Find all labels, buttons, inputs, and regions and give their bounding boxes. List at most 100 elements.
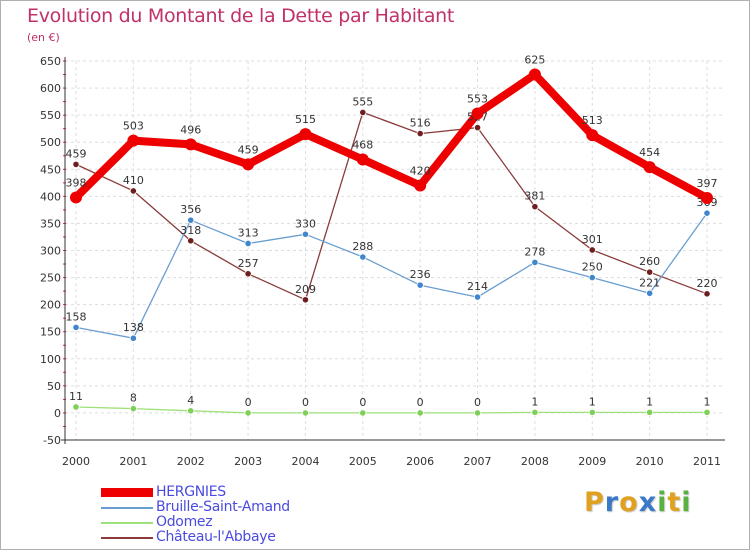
data-label: 8 — [130, 392, 137, 405]
y-tick-label: 0 — [54, 407, 61, 420]
data-label: 1 — [589, 395, 596, 408]
data-point — [528, 68, 541, 81]
data-point — [646, 268, 654, 276]
data-point — [703, 209, 711, 217]
data-point — [301, 409, 310, 417]
data-label: 625 — [524, 54, 545, 67]
logo-letter: i — [681, 487, 692, 518]
data-label: 313 — [238, 226, 259, 239]
data-label: 318 — [180, 224, 201, 237]
data-label: 221 — [639, 276, 660, 289]
legend-item: Odomez — [101, 515, 290, 530]
data-label: 1 — [646, 395, 653, 408]
y-tick-label: 550 — [40, 109, 61, 122]
data-point — [301, 230, 310, 238]
data-label: 398 — [66, 176, 87, 189]
data-label: 459 — [66, 147, 87, 160]
data-label: 516 — [410, 117, 431, 130]
data-label: 138 — [123, 321, 144, 334]
y-tick-label: 500 — [40, 136, 61, 149]
series-line — [75, 212, 708, 339]
data-label: 288 — [352, 240, 373, 253]
data-point — [473, 409, 482, 417]
data-point — [646, 408, 654, 416]
y-tick-label: 400 — [40, 190, 61, 203]
data-label: 4 — [187, 394, 194, 407]
data-label: 513 — [582, 114, 603, 127]
data-label: 515 — [295, 113, 316, 126]
x-tick-label: 2001 — [119, 455, 147, 468]
data-label: 496 — [180, 123, 201, 136]
data-label: 214 — [467, 280, 488, 293]
data-point — [703, 290, 711, 298]
y-tick-label: -50 — [43, 434, 61, 447]
legend-swatch — [101, 488, 153, 497]
data-point — [72, 323, 80, 331]
data-label: 0 — [417, 396, 424, 409]
legend-label: HERGNIES — [156, 484, 226, 500]
data-label: 420 — [410, 165, 431, 178]
legend-item: HERGNIES — [101, 485, 290, 500]
data-point — [359, 253, 367, 261]
logo-letter: t — [667, 487, 682, 518]
logo-letter: x — [638, 487, 658, 518]
logo-letter: i — [657, 487, 668, 518]
data-point — [531, 258, 539, 267]
data-label: 257 — [238, 257, 259, 270]
data-point — [356, 153, 369, 166]
y-tick-label: 350 — [40, 217, 61, 230]
data-point — [127, 134, 140, 147]
y-tick-label: 200 — [40, 299, 61, 312]
data-point — [187, 237, 195, 245]
y-tick-label: 650 — [40, 55, 61, 68]
data-point — [72, 160, 80, 169]
data-point — [299, 128, 312, 141]
data-label: 0 — [302, 396, 309, 409]
data-point — [244, 239, 252, 248]
legend-swatch — [101, 506, 153, 509]
proxiti-logo: Proxiti — [584, 487, 692, 518]
data-point — [242, 158, 255, 171]
x-tick-label: 2002 — [177, 455, 205, 468]
data-label: 220 — [697, 277, 718, 290]
data-point — [416, 129, 424, 138]
data-point — [531, 408, 539, 416]
series-line — [72, 70, 711, 202]
data-point — [473, 123, 482, 132]
chart-title: Evolution du Montant de la Dette par Hab… — [27, 5, 455, 27]
x-tick-label: 2003 — [234, 455, 262, 468]
data-point — [359, 409, 367, 417]
data-point — [129, 187, 137, 195]
y-tick-label: 250 — [40, 272, 61, 285]
data-point — [586, 129, 599, 142]
legend-swatch — [101, 536, 153, 539]
data-label: 397 — [697, 177, 718, 190]
data-point — [471, 107, 484, 120]
y-tick-label: 100 — [40, 353, 61, 366]
data-label: 553 — [467, 93, 488, 106]
data-label: 11 — [69, 390, 83, 403]
data-label: 250 — [582, 261, 603, 274]
x-tick-label: 2007 — [464, 455, 492, 468]
data-label: 381 — [524, 190, 545, 203]
data-label: 330 — [295, 217, 316, 230]
data-label: 0 — [359, 396, 366, 409]
data-label: 555 — [352, 95, 373, 108]
data-label: 459 — [238, 143, 259, 156]
logo-letter: P — [584, 487, 605, 518]
data-point — [187, 407, 195, 415]
data-point — [184, 138, 197, 151]
x-tick-label: 2006 — [406, 455, 434, 468]
data-label: 1 — [531, 395, 538, 408]
data-point — [129, 404, 137, 413]
legend-label: Château-l'Abbaye — [156, 529, 276, 545]
x-tick-label: 2004 — [291, 455, 319, 468]
logo-letter: r — [604, 487, 620, 518]
y-tick-label: 300 — [40, 245, 61, 258]
legend-swatch — [101, 521, 153, 524]
data-point — [70, 191, 82, 204]
data-label: 260 — [639, 255, 660, 268]
data-label: 503 — [123, 120, 144, 133]
legend-label: Bruille-Saint-Amand — [156, 499, 290, 515]
